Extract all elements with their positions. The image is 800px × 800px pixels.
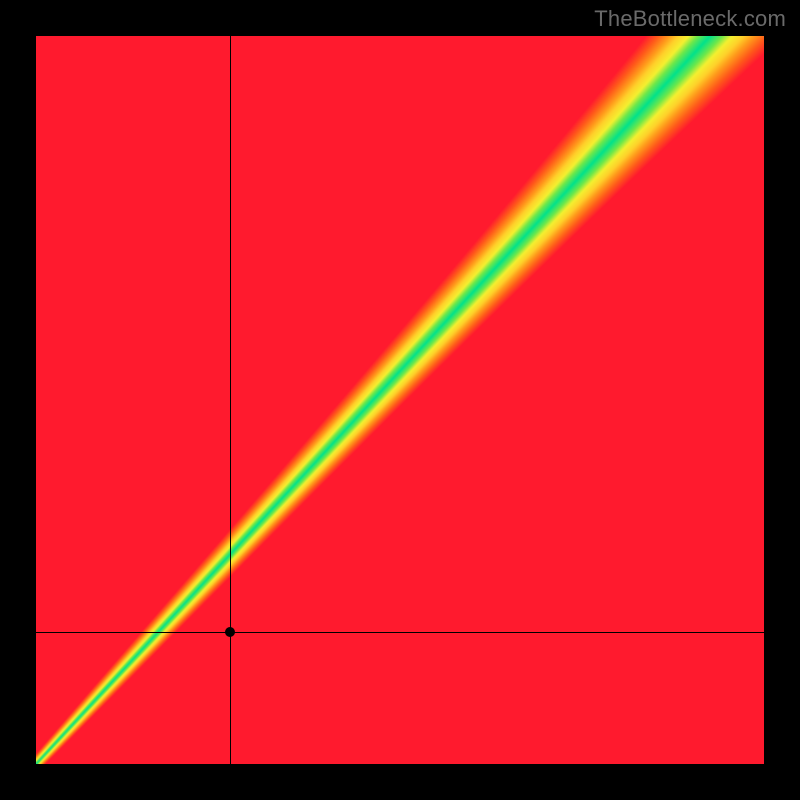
marker-dot <box>225 627 235 637</box>
watermark-text: TheBottleneck.com <box>594 6 786 32</box>
heatmap-canvas <box>36 36 764 764</box>
crosshair-horizontal <box>36 632 764 633</box>
heatmap-plot <box>36 36 764 764</box>
crosshair-vertical <box>230 36 231 764</box>
